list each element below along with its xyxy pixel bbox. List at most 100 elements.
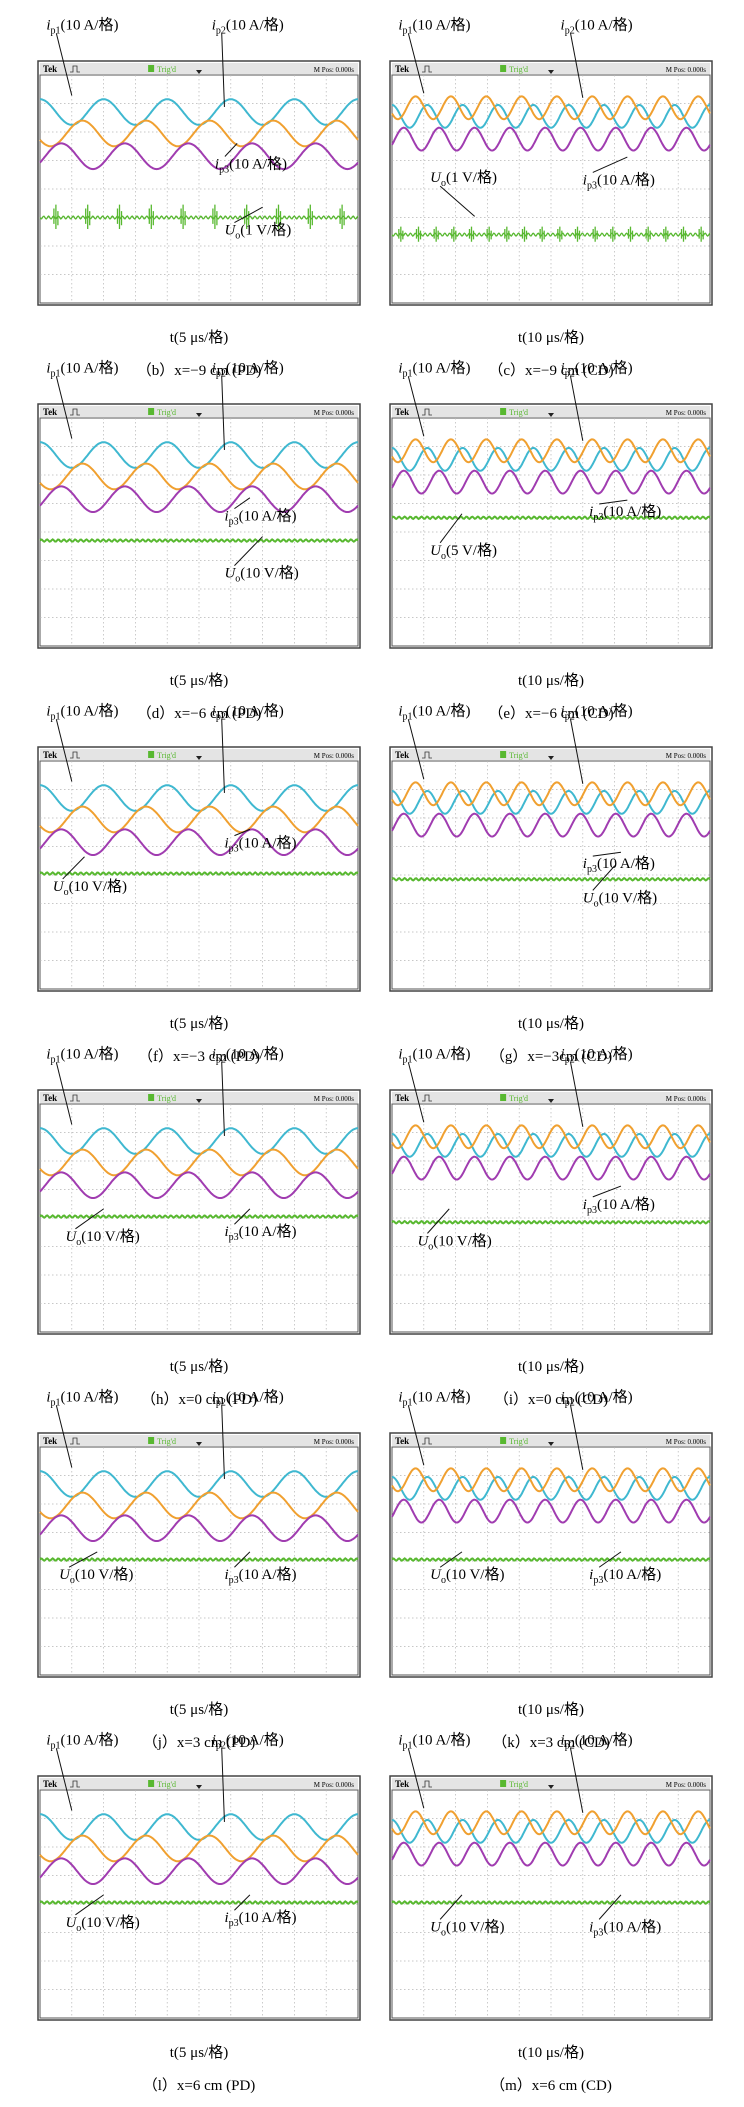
channel-label-i-p2: ip2(10 A/格) — [212, 1045, 284, 1065]
panel-b: Tek Trig'd M Pos: 0.000s ip1(10 A/格) ip2(10 … — [37, 16, 361, 379]
run-state-icon — [70, 408, 80, 416]
trigger-status: Trig'd — [509, 65, 528, 74]
channel-label-i-p2: ip2(10 A/格) — [212, 359, 284, 379]
trigger-position-icon — [548, 70, 554, 74]
panel-caption: （c）x=−9 cm (CD) — [488, 362, 613, 379]
spike-mark — [557, 226, 563, 242]
leader-line — [407, 1748, 425, 1809]
horizontal-position: M Pos: 0.000s — [314, 66, 355, 74]
trace-i-p3 — [39, 142, 359, 171]
channel-label-i-p2: ip2(10 A/格) — [561, 16, 633, 36]
panel-caption: （j）x=3 cm (PD) — [143, 1734, 256, 1751]
plot-area — [391, 1789, 711, 2019]
channel-label-i-p3: ip3(10 A/格) — [583, 171, 655, 191]
spike-mark — [504, 226, 510, 242]
channel-label-i-p2: ip2(10 A/格) — [212, 1731, 284, 1751]
spike-mark — [451, 226, 457, 242]
scope-header-bar — [392, 63, 710, 74]
leader-line — [439, 1894, 463, 1920]
trigger-indicator-icon — [148, 65, 155, 72]
horizontal-position: M Pos: 0.000s — [314, 752, 355, 760]
leader-line — [224, 143, 238, 157]
horizontal-position: M Pos: 0.000s — [314, 1781, 355, 1789]
channel-label-i-p3: ip3(10 A/格) — [224, 1909, 296, 1929]
trace-i-p3 — [391, 469, 711, 495]
leader-line — [75, 1894, 104, 1916]
trace-i-p1 — [391, 1132, 711, 1158]
graticule — [40, 1447, 358, 1675]
leader-line — [234, 497, 251, 510]
leader-line — [55, 33, 73, 96]
trigger-indicator-icon — [148, 1780, 155, 1787]
spike-mark — [539, 226, 545, 242]
leader-line — [68, 1551, 98, 1568]
channel-label-i-p1: ip1(10 A/格) — [398, 16, 470, 36]
trace-i-p2 — [39, 1491, 359, 1520]
trigger-position-icon — [548, 756, 554, 760]
channel-label-u-o: Uo(10 V/格) — [65, 1914, 139, 1934]
trigger-indicator-icon — [148, 1094, 155, 1101]
trace-i-p3 — [391, 1155, 711, 1181]
trigger-position-icon — [196, 1442, 202, 1446]
trace-u-o — [39, 1557, 359, 1562]
time-scale-label: t(5 μs/格) — [170, 672, 228, 689]
panel-caption: （d）x=−6 cm (PD) — [137, 705, 261, 722]
channel-label-i-p3: ip3(10 A/格) — [224, 1223, 296, 1243]
run-state-icon — [70, 1780, 80, 1788]
graticule — [40, 1104, 358, 1332]
trace-i-p3 — [39, 1857, 359, 1885]
scope-brand: Tek — [43, 1093, 57, 1103]
channel-label-u-o: Uo(10 V/格) — [65, 1228, 139, 1248]
plot-area — [391, 74, 711, 304]
scope-header-bar — [392, 406, 710, 417]
trace-i-p2 — [391, 1810, 711, 1836]
horizontal-position: M Pos: 0.000s — [666, 409, 707, 417]
run-state-icon — [70, 1094, 80, 1102]
scope-brand: Tek — [43, 407, 57, 417]
scope-header-bar — [392, 749, 710, 760]
trace-i-p2 — [39, 1148, 359, 1177]
time-scale-label: t(5 μs/格) — [170, 1015, 228, 1032]
channel-label-u-o: Uo(10 V/格) — [224, 565, 298, 585]
trigger-status: Trig'd — [509, 1780, 528, 1789]
scope-header-bar — [40, 749, 358, 760]
trigger-status: Trig'd — [157, 751, 176, 760]
panel-f: Tek Trig'd M Pos: 0.000s ip1(10 A/格) ip2(10 … — [37, 702, 361, 1065]
channel-label-i-p3: ip3(10 A/格) — [224, 1566, 296, 1586]
spike-mark — [307, 204, 313, 230]
scope-brand: Tek — [395, 750, 409, 760]
leader-line — [592, 1185, 622, 1198]
trace-u-o — [391, 515, 711, 521]
run-state-icon — [422, 65, 432, 73]
scope-header-bar — [392, 1435, 710, 1446]
channel-label-u-o: Uo(10 V/格) — [430, 1566, 504, 1586]
leader-line — [62, 856, 85, 880]
channel-label-i-p1: ip1(10 A/格) — [398, 359, 470, 379]
channel-label-i-p2: ip2(10 A/格) — [561, 359, 633, 379]
channel-label-u-o: Uo(5 V/格) — [430, 542, 497, 562]
spike-mark — [116, 204, 123, 230]
leader-line — [221, 1405, 225, 1479]
leader-line — [407, 1062, 425, 1123]
leader-line — [592, 851, 622, 857]
trace-i-p3 — [391, 1841, 711, 1867]
plot-area — [39, 417, 359, 647]
trigger-indicator-icon — [500, 1094, 507, 1101]
channel-label-i-p2: ip2(10 A/格) — [212, 16, 284, 36]
run-state-icon — [70, 65, 80, 73]
spike-mark — [53, 204, 59, 230]
trigger-status: Trig'd — [509, 408, 528, 417]
horizontal-position: M Pos: 0.000s — [666, 752, 707, 760]
spike-mark — [645, 226, 651, 242]
panel-caption: （k）x=3 cm (CD) — [492, 1734, 610, 1751]
time-scale-label: t(10 μs/格) — [518, 1015, 584, 1032]
horizontal-position: M Pos: 0.000s — [314, 409, 355, 417]
trigger-indicator-icon — [148, 751, 155, 758]
panel-caption: （f）x=−3 cm (PD) — [138, 1048, 260, 1065]
trace-i-p1 — [39, 1127, 359, 1155]
scope-header-bar — [40, 1435, 358, 1446]
trigger-position-icon — [548, 1442, 554, 1446]
panel-caption: （i）x=0 cm (CD) — [494, 1391, 608, 1408]
spike-mark — [680, 226, 687, 242]
time-scale-label: t(5 μs/格) — [170, 1358, 228, 1375]
